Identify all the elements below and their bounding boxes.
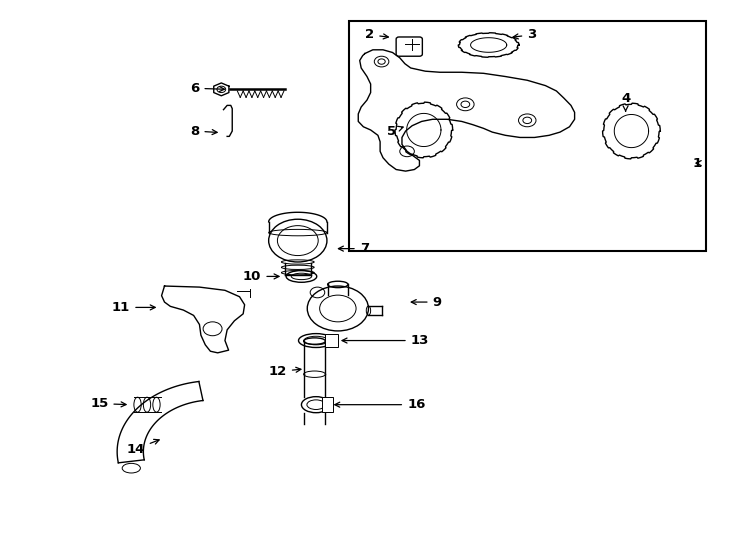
FancyBboxPatch shape	[396, 37, 422, 56]
Text: 5: 5	[387, 125, 403, 138]
Text: 14: 14	[126, 440, 159, 456]
Text: 16: 16	[335, 398, 426, 411]
Text: 2: 2	[365, 28, 388, 42]
Text: 8: 8	[190, 125, 217, 138]
Text: 4: 4	[621, 92, 631, 111]
Bar	[321, 397, 333, 412]
Text: 11: 11	[112, 301, 155, 314]
Bar	[324, 334, 338, 347]
Text: 3: 3	[513, 28, 537, 42]
Text: 7: 7	[338, 242, 369, 255]
Text: 12: 12	[269, 365, 301, 378]
Bar	[349, 22, 705, 251]
Text: 6: 6	[190, 82, 225, 95]
Text: 9: 9	[411, 295, 442, 308]
Text: 10: 10	[243, 270, 279, 283]
Text: 13: 13	[342, 334, 429, 347]
Text: 1: 1	[693, 157, 702, 170]
Text: 15: 15	[90, 397, 126, 410]
